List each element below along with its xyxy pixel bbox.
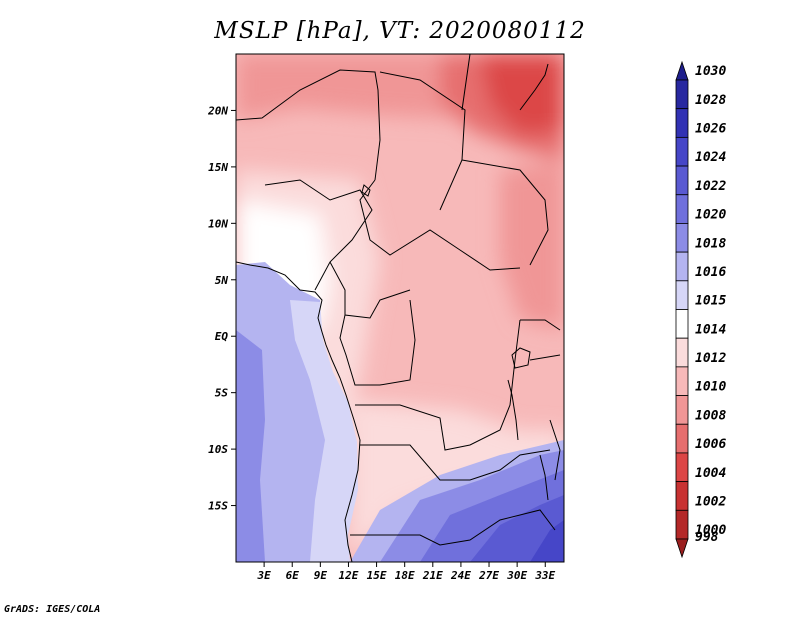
map-frame	[235, 53, 565, 563]
colorbar-label: 1004	[695, 466, 726, 481]
x-tick-label: 18E	[395, 569, 415, 582]
colorbar-label: 1016	[695, 265, 726, 280]
colorbar-label: 1014	[695, 322, 726, 337]
x-tick-label: 9E	[314, 569, 328, 582]
colorbar-label: 1008	[695, 408, 726, 423]
border-drc	[355, 319, 521, 451]
field-1008-east	[500, 160, 564, 330]
y-tick-label: EQ	[215, 330, 229, 343]
field-1024-southeast	[530, 520, 564, 562]
x-tick-label: 24E	[450, 569, 471, 582]
colorbar-swatch	[675, 223, 689, 253]
border-angola-zambia	[360, 444, 551, 481]
y-tick-label: 10S	[208, 443, 228, 456]
y-tick-label: 5N	[215, 274, 229, 287]
x-tick-label: 21E	[422, 569, 443, 582]
colorbar-label: 1006	[695, 437, 726, 452]
x-tick-label: 33E	[534, 569, 555, 582]
colorbar-swatch	[675, 452, 689, 483]
colorbar-label: 1002	[695, 494, 726, 509]
colorbar-swatch	[675, 194, 689, 224]
colorbar-label: 1018	[695, 236, 726, 251]
y-tick-label: 20N	[207, 104, 228, 117]
lake-victoria	[511, 347, 531, 369]
colorbar-label: 1022	[695, 179, 726, 194]
colorbar-swatch	[675, 481, 689, 511]
y-tick-label: 10N	[208, 217, 228, 230]
border-namibia-botswana	[350, 509, 556, 546]
colorbar-label: 1030	[695, 64, 726, 79]
colorbar-swatch	[675, 165, 689, 196]
longitude-axis: 3E 6E 9E 12E 15E 18E 21E 24E 27E 30E 33E	[256, 562, 556, 582]
x-tick-label: 12E	[339, 569, 359, 582]
latitude-axis: 20N 15N 10N 5N EQ 5S 10S 15S	[207, 104, 236, 513]
x-tick-label: 27E	[478, 569, 499, 582]
colorbar-swatch	[675, 79, 689, 110]
colorbar-label: 1012	[695, 351, 726, 366]
border-sudan	[461, 54, 549, 266]
colorbar: 1030 1028 1026 1024 1022 1020 1018 1016 1015 1014…	[675, 60, 726, 559]
field-1018-ocean	[236, 330, 265, 562]
lake-tanganyika	[507, 379, 519, 441]
field-1015-coast	[290, 300, 358, 562]
lake-malawi	[539, 454, 549, 501]
colorbar-label: 1028	[695, 93, 726, 108]
pressure-field	[236, 54, 564, 562]
colorbar-swatch	[675, 108, 689, 138]
y-tick-label: 15N	[208, 161, 228, 174]
border-nigeria	[264, 179, 373, 291]
coastlines-borders	[236, 54, 561, 562]
lake-chad	[361, 184, 371, 197]
border-chad-car	[359, 179, 521, 271]
x-tick-label: 30E	[506, 569, 527, 582]
colorbar-swatch-min	[675, 538, 689, 559]
colorbar-label: 1024	[695, 150, 726, 165]
colorbar-swatch	[675, 309, 689, 339]
grads-credit: GrADS: IGES/COLA	[4, 604, 101, 615]
colorbar-label: 998	[695, 530, 719, 545]
red-sea-coast	[519, 63, 549, 111]
colorbar-label: 1010	[695, 380, 726, 395]
x-tick-label: 15E	[367, 569, 387, 582]
y-tick-label: 5S	[215, 387, 229, 400]
colorbar-label: 1020	[695, 208, 726, 223]
colorbar-swatch	[675, 366, 689, 396]
colorbar-swatch	[675, 280, 689, 310]
border-sahara	[236, 69, 381, 181]
colorbar-label: 1000	[695, 523, 726, 538]
border-east	[520, 319, 561, 481]
colorbar-label: 1015	[695, 294, 726, 309]
x-tick-label: 6E	[286, 569, 300, 582]
y-tick-label: 15S	[208, 500, 228, 513]
colorbar-swatch-max	[675, 60, 689, 81]
colorbar-swatch	[675, 395, 689, 425]
colorbar-swatch	[675, 136, 689, 167]
colorbar-swatch	[675, 251, 689, 282]
colorbar-swatch	[675, 337, 689, 368]
border-libya-egypt	[379, 71, 466, 211]
map-title: MSLP [hPa], VT: 2020080112	[214, 18, 586, 44]
border-congo	[339, 299, 416, 386]
colorbar-swatch	[675, 423, 689, 454]
x-tick-label: 3E	[256, 569, 271, 582]
field-1004-northeast	[480, 54, 564, 135]
coastline-west-africa	[236, 261, 361, 562]
border-cameroon	[329, 261, 411, 319]
colorbar-label: 1026	[695, 122, 726, 137]
colorbar-swatch	[675, 509, 689, 540]
